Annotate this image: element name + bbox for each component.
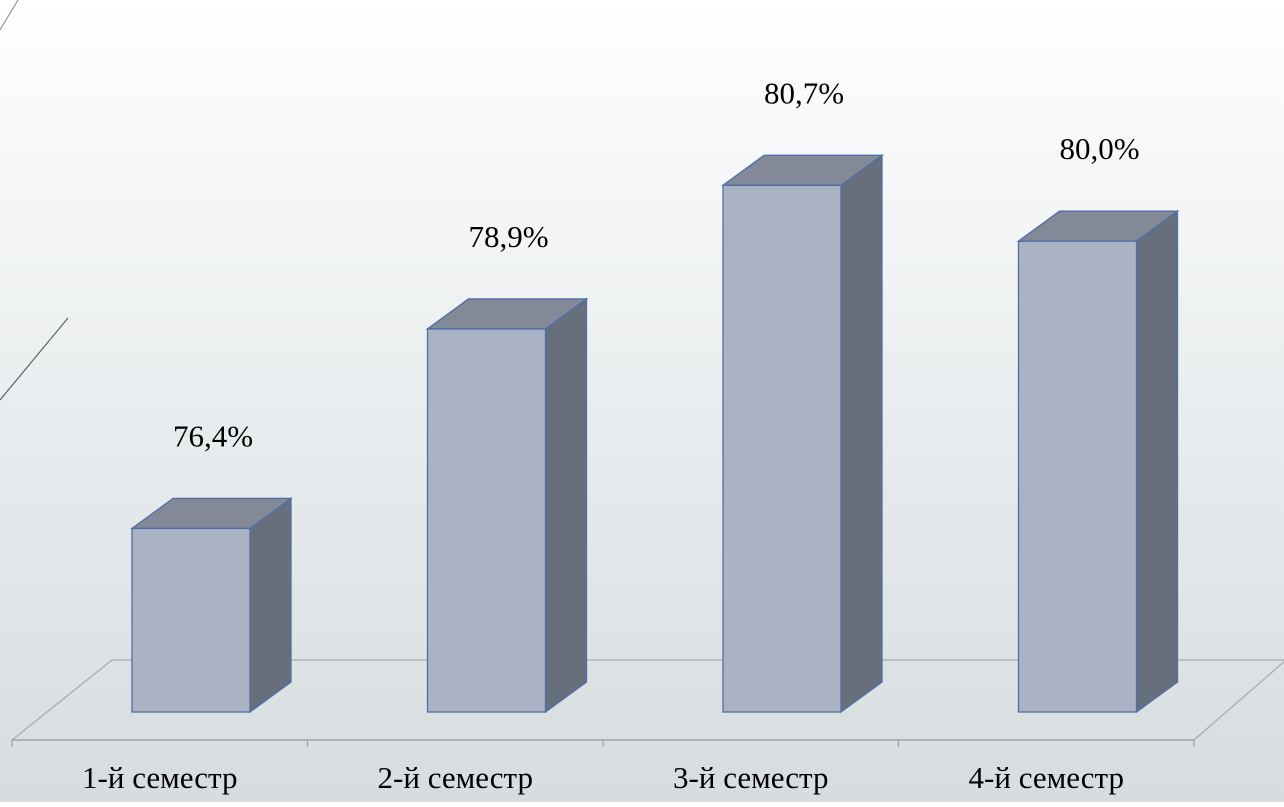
data-label: 80,7% [764,75,844,110]
bar-front [1017,240,1138,713]
data-label: 78,9% [468,219,548,254]
bar-front [722,184,842,713]
decor-line-left [0,317,69,401]
data-label: 76,4% [173,418,253,453]
bar [721,154,884,714]
category-label: 1-й семестр [82,760,237,795]
decor-line-top [0,0,19,31]
bar-side [544,297,588,714]
bar-series [130,154,1180,714]
category-labels: 1-й семестр 2-й семестр 3-й семестр 4-й сем… [82,760,1124,795]
bar-front [131,527,251,713]
bar [130,497,293,714]
bar-front [426,328,547,713]
bar-side [1135,209,1179,714]
decorative-lines [0,0,69,401]
bar [425,297,589,714]
category-label: 4-й семестр [969,760,1124,795]
bar [1016,209,1180,714]
bar-side [840,154,883,714]
category-label: 3-й семестр [673,760,828,795]
data-label: 80,0% [1059,131,1139,166]
data-labels: 76,4% 78,9% 80,7% 80,0% [173,75,1140,453]
x-axis [11,739,1195,747]
category-label: 2-й семестр [378,760,533,795]
bar-side [249,497,292,714]
